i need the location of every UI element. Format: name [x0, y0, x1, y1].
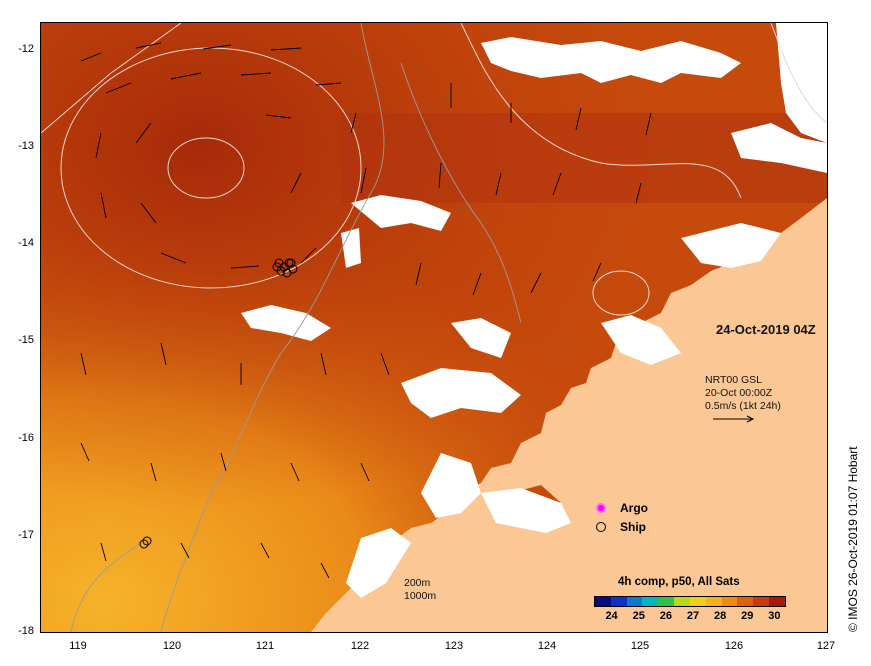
- colorbar-swatch: [626, 597, 643, 606]
- lat-tick-label: -18: [18, 625, 34, 637]
- contour-1000m-label: 1000m: [404, 590, 437, 602]
- current-info-source: NRT00 GSL: [705, 374, 762, 386]
- colorbar-swatch: [610, 597, 627, 606]
- legend-label: Argo: [620, 500, 648, 515]
- colorbar-swatch: [642, 597, 659, 606]
- sst-contours: [41, 23, 827, 316]
- marker-legend: Argo Ship: [596, 498, 648, 536]
- sst-map[interactable]: [40, 22, 828, 633]
- colorbar-swatch: [658, 597, 675, 606]
- lon-tick-label: 123: [444, 640, 464, 652]
- bathymetry-contours: [70, 23, 522, 632]
- lat-tick-label: -16: [18, 432, 34, 444]
- lon-tick-label: 126: [724, 640, 744, 652]
- lon-tick-label: 121: [255, 640, 275, 652]
- colorbar-title: 4h comp, p50, All Sats: [618, 576, 740, 588]
- colorbar-tick-label: 27: [686, 610, 700, 622]
- lon-tick-label: 122: [350, 640, 370, 652]
- lat-tick-label: -13: [18, 140, 34, 152]
- colorbar-swatch: [705, 597, 722, 606]
- lon-tick-label: 119: [69, 640, 87, 652]
- legend-label: Ship: [620, 519, 646, 534]
- colorbar-swatch: [721, 597, 738, 606]
- no-data-patches: [241, 23, 827, 598]
- colorbar-swatch: [753, 597, 770, 606]
- colorbar-swatch: [674, 597, 690, 606]
- colorbar-ticks: 24 25 26 27 28 29 30: [594, 610, 786, 624]
- current-info-time: 20-Oct 00:00Z: [705, 387, 773, 399]
- lat-tick-label: -14: [18, 237, 34, 249]
- depth-contour-legend: 200m 1000m: [404, 577, 436, 603]
- colorbar-swatch: [737, 597, 754, 606]
- map-date-label: 24-Oct-2019 04Z: [716, 322, 816, 337]
- current-vectors: [80, 42, 652, 579]
- colorbar: [594, 596, 786, 607]
- current-info: NRT00 GSL 20-Oct 00:00Z 0.5m/s (1kt 24h): [705, 374, 781, 423]
- ship-marker-icon: [596, 521, 606, 532]
- colorbar-swatch: [769, 597, 785, 606]
- lat-tick-label: -12: [18, 43, 34, 55]
- sst-map-canvas: [41, 23, 827, 632]
- current-info-scale: 0.5m/s (1kt 24h): [705, 400, 781, 412]
- lon-tick-label: 120: [162, 640, 182, 652]
- arrow-right-icon: [713, 415, 755, 423]
- colorbar-tick-label: 30: [768, 610, 781, 622]
- colorbar-tick-label: 24: [605, 610, 618, 622]
- colorbar-tick-label: 29: [741, 610, 754, 622]
- colorbar-tick-label: 25: [632, 610, 645, 622]
- legend-item-ship: Ship: [596, 517, 648, 536]
- ship-markers: [139, 258, 298, 549]
- lon-tick-label: 125: [630, 640, 650, 652]
- colorbar-tick-label: 28: [714, 610, 727, 622]
- lat-tick-label: -15: [18, 334, 34, 346]
- colorbar-tick-label: 26: [659, 610, 672, 622]
- legend-item-argo: Argo: [596, 498, 648, 517]
- colorbar-swatch: [689, 597, 706, 606]
- contour-200m-label: 200m: [404, 577, 431, 589]
- lon-tick-label: 124: [537, 640, 557, 652]
- argo-marker-icon: [596, 502, 606, 513]
- land-area: [311, 198, 827, 632]
- lat-tick-label: -17: [18, 529, 34, 541]
- colorbar-swatch: [595, 597, 611, 606]
- lon-tick-label: 127: [816, 640, 836, 652]
- credit-text: © IMOS 26-Oct-2019 01:07 Hobart: [846, 446, 860, 632]
